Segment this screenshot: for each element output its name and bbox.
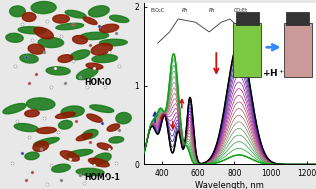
Text: HOMO-1: HOMO-1 <box>84 173 120 182</box>
Ellipse shape <box>9 6 25 17</box>
Ellipse shape <box>6 33 23 42</box>
Text: CO₂Et: CO₂Et <box>233 8 247 13</box>
Ellipse shape <box>92 55 118 63</box>
Ellipse shape <box>33 141 49 152</box>
Ellipse shape <box>76 133 92 141</box>
Ellipse shape <box>73 36 87 44</box>
Ellipse shape <box>52 164 70 172</box>
Ellipse shape <box>109 137 124 143</box>
FancyBboxPatch shape <box>283 23 312 77</box>
Ellipse shape <box>116 112 131 124</box>
Text: +H$^+$: +H$^+$ <box>262 67 285 79</box>
FancyBboxPatch shape <box>236 12 259 25</box>
Ellipse shape <box>100 39 127 46</box>
Text: Ph: Ph <box>209 8 216 13</box>
Ellipse shape <box>61 106 84 117</box>
FancyBboxPatch shape <box>286 12 309 25</box>
Ellipse shape <box>20 54 38 63</box>
Ellipse shape <box>107 124 120 131</box>
Text: HOMO: HOMO <box>84 78 112 87</box>
Text: EtO₂C: EtO₂C <box>151 8 165 13</box>
Ellipse shape <box>86 63 103 69</box>
Ellipse shape <box>46 67 70 75</box>
Ellipse shape <box>70 50 90 60</box>
Ellipse shape <box>82 129 98 139</box>
Ellipse shape <box>92 153 111 164</box>
Ellipse shape <box>14 124 38 132</box>
Ellipse shape <box>87 114 102 122</box>
FancyBboxPatch shape <box>233 23 261 77</box>
Ellipse shape <box>91 43 112 55</box>
X-axis label: Wavelength, nm: Wavelength, nm <box>196 181 264 189</box>
Ellipse shape <box>34 27 53 39</box>
Ellipse shape <box>56 23 84 30</box>
Ellipse shape <box>99 24 119 33</box>
Ellipse shape <box>67 149 93 157</box>
Ellipse shape <box>83 17 97 25</box>
Ellipse shape <box>58 55 73 63</box>
Ellipse shape <box>76 68 98 80</box>
Ellipse shape <box>80 32 109 40</box>
Ellipse shape <box>88 6 109 17</box>
Ellipse shape <box>34 137 59 146</box>
Ellipse shape <box>58 120 72 129</box>
Ellipse shape <box>38 37 64 48</box>
Ellipse shape <box>65 10 86 18</box>
Ellipse shape <box>88 158 109 167</box>
Ellipse shape <box>22 12 36 22</box>
Ellipse shape <box>27 98 55 110</box>
Ellipse shape <box>53 15 69 23</box>
Text: Ph: Ph <box>182 8 188 13</box>
Ellipse shape <box>56 112 75 118</box>
Ellipse shape <box>90 105 114 112</box>
Ellipse shape <box>25 110 39 117</box>
Ellipse shape <box>76 168 104 176</box>
Ellipse shape <box>28 44 45 54</box>
Ellipse shape <box>110 15 129 22</box>
Ellipse shape <box>31 2 56 14</box>
Ellipse shape <box>97 143 112 150</box>
Ellipse shape <box>18 27 46 34</box>
Ellipse shape <box>60 151 79 161</box>
Ellipse shape <box>3 104 26 114</box>
Ellipse shape <box>25 152 39 160</box>
Ellipse shape <box>37 127 56 133</box>
